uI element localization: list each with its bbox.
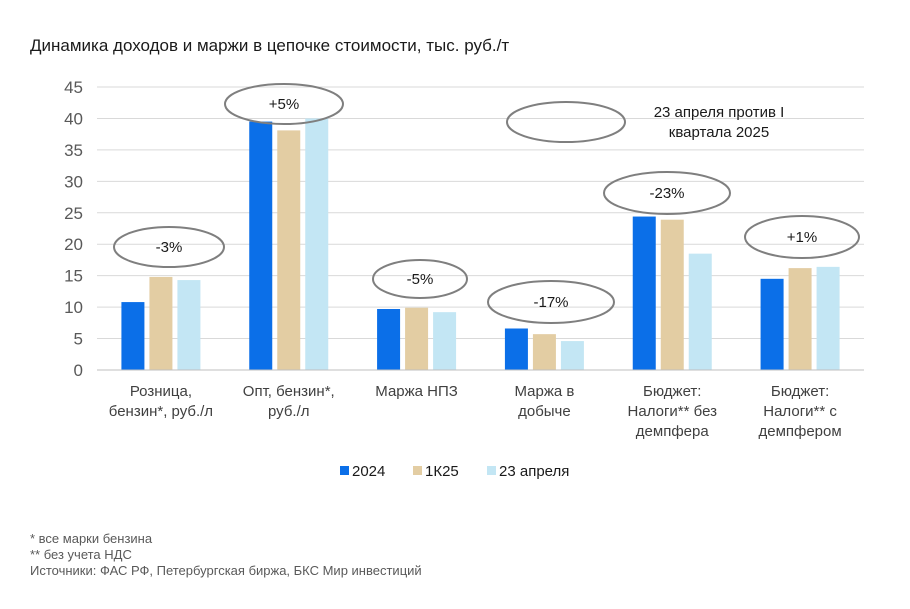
bar bbox=[433, 312, 457, 370]
footnote: ** без учета НДС bbox=[30, 547, 132, 562]
footnotes: * все марки бензина** без учета НДСИсточ… bbox=[30, 531, 422, 578]
annotation-label: +1% bbox=[787, 229, 817, 246]
annotation-ellipse bbox=[113, 226, 225, 268]
category-label: Маржа НПЗ bbox=[375, 383, 458, 400]
change-annotations: -3% +5% -5% -17% -23% +1% 23 апреля против I кв… bbox=[113, 83, 860, 324]
y-tick-label: 40 bbox=[64, 109, 83, 128]
y-tick-label: 20 bbox=[64, 235, 83, 254]
category-label-line: Маржа в bbox=[514, 383, 574, 400]
category-label-line: руб./л bbox=[268, 403, 310, 420]
legend-swatch bbox=[413, 466, 422, 475]
bar bbox=[688, 253, 712, 370]
annotation-ellipse bbox=[372, 259, 468, 299]
category-label-line: Бюджет: bbox=[643, 383, 701, 400]
bar bbox=[632, 216, 656, 370]
legend-label: 2024 bbox=[352, 463, 385, 480]
y-tick-label: 15 bbox=[64, 267, 83, 286]
legend-swatch bbox=[340, 466, 349, 475]
annotation-key-ellipse bbox=[506, 101, 626, 143]
annotation-label: -23% bbox=[649, 185, 684, 202]
bar bbox=[816, 266, 840, 370]
category-label-line: Маржа НПЗ bbox=[375, 383, 458, 400]
category-label-line: бензин*, руб./л bbox=[109, 403, 213, 420]
y-tick-label: 10 bbox=[64, 298, 83, 317]
bar bbox=[405, 307, 429, 370]
legend-label: 1К25 bbox=[425, 463, 459, 480]
annotation-key-text: 23 апреля против I квартала 2025 bbox=[654, 104, 785, 141]
y-tick-label: 0 bbox=[74, 361, 83, 380]
category-label: Маржа в добыче bbox=[514, 383, 574, 420]
bar bbox=[504, 328, 528, 370]
bar bbox=[277, 130, 301, 370]
annotation-key-line: квартала 2025 bbox=[669, 124, 769, 141]
category-label: Опт, бензин*, руб./л bbox=[243, 383, 335, 420]
legend-label: 23 апреля bbox=[499, 463, 569, 480]
category-label: Розница, бензин*, руб./л bbox=[109, 383, 213, 420]
bar bbox=[560, 341, 584, 370]
bar bbox=[760, 278, 784, 370]
annotation-label: +5% bbox=[269, 96, 299, 113]
bar bbox=[305, 118, 329, 370]
category-labels: Розница, бензин*, руб./л Опт, бензин*, руб.… bbox=[109, 383, 842, 440]
bar bbox=[177, 280, 201, 370]
bars bbox=[121, 118, 840, 370]
annotation-ellipse bbox=[487, 280, 615, 324]
legend: 2024 1К25 23 апреля bbox=[340, 463, 569, 480]
annotation-ellipse bbox=[224, 83, 344, 125]
y-tick-label: 30 bbox=[64, 172, 83, 191]
bar bbox=[660, 219, 684, 370]
y-axis-tick-labels: 0 5 10 15 20 25 30 35 40 45 bbox=[64, 78, 83, 380]
gridlines bbox=[97, 86, 864, 340]
category-label-line: Розница, bbox=[130, 383, 192, 400]
category-label-line: добыче bbox=[518, 403, 571, 420]
category-label: Бюджет: Налоги** с демпфером bbox=[758, 383, 841, 440]
category-label-line: демпфера bbox=[636, 423, 710, 440]
bar bbox=[532, 334, 556, 370]
annotation-ellipse bbox=[744, 215, 860, 259]
category-label-line: Бюджет: bbox=[771, 383, 829, 400]
annotation-ellipse bbox=[603, 171, 731, 215]
y-tick-label: 45 bbox=[64, 78, 83, 97]
annotation-label: -17% bbox=[533, 294, 568, 311]
bar bbox=[149, 276, 173, 370]
bar bbox=[377, 308, 401, 370]
category-label-line: Опт, бензин*, bbox=[243, 383, 335, 400]
y-tick-label: 5 bbox=[74, 330, 83, 349]
category-label-line: Налоги** с bbox=[763, 403, 837, 420]
annotation-label: -5% bbox=[407, 271, 434, 288]
annotation-key-line: 23 апреля против I bbox=[654, 104, 785, 121]
footnote: * все марки бензина bbox=[30, 531, 153, 546]
bar bbox=[249, 121, 273, 370]
chart-title: Динамика доходов и маржи в цепочке стоим… bbox=[30, 36, 510, 55]
bar bbox=[788, 268, 812, 370]
legend-swatch bbox=[487, 466, 496, 475]
annotation-label: -3% bbox=[156, 239, 183, 256]
bar bbox=[121, 302, 145, 370]
category-label: Бюджет: Налоги** без демпфера bbox=[628, 383, 718, 440]
category-label-line: Налоги** без bbox=[628, 403, 718, 420]
y-tick-label: 25 bbox=[64, 204, 83, 223]
footnote: Источники: ФАС РФ, Петербургская биржа, … bbox=[30, 563, 422, 578]
category-label-line: демпфером bbox=[758, 423, 841, 440]
y-tick-label: 35 bbox=[64, 141, 83, 160]
